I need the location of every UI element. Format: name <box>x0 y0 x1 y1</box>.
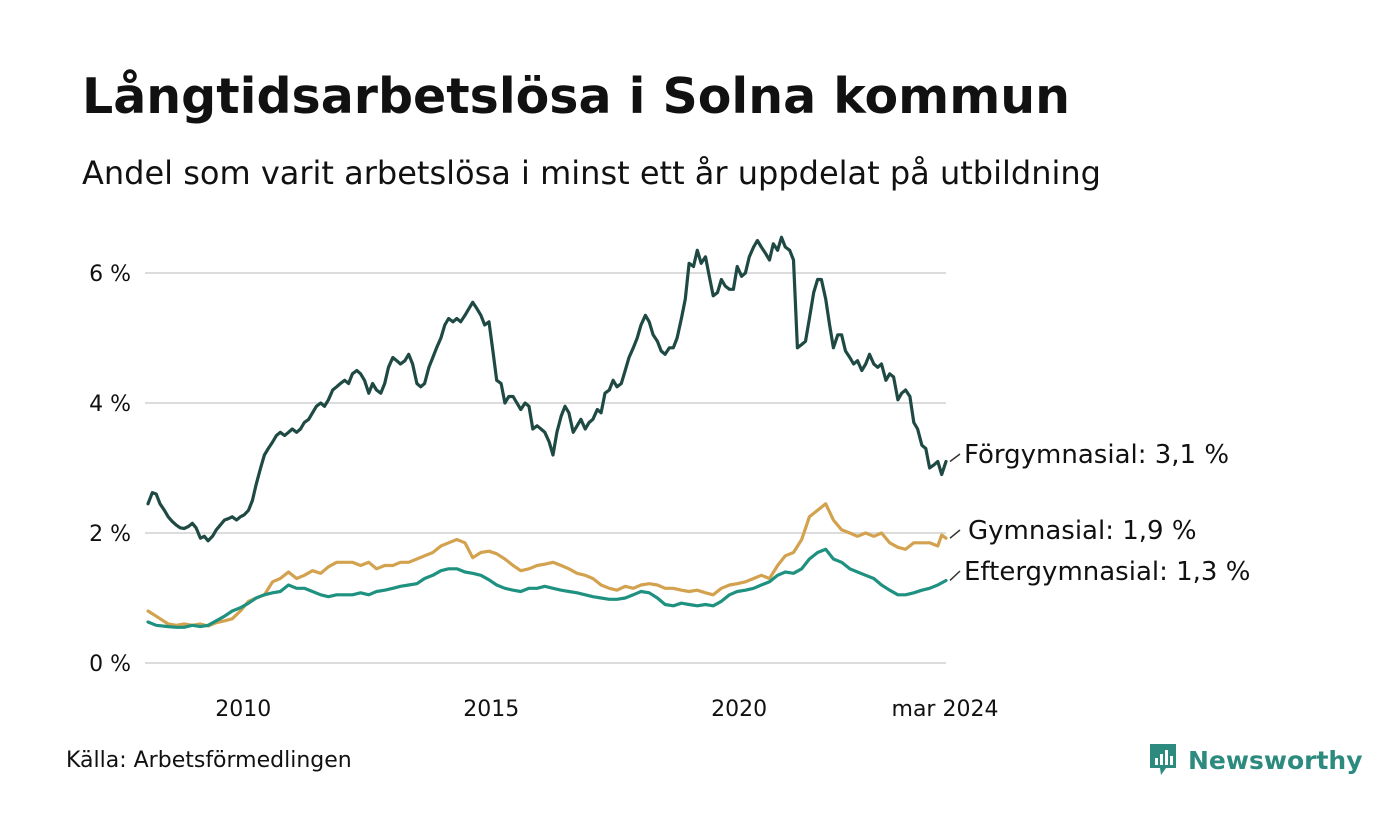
y-tick-label: 2 % <box>89 522 131 547</box>
brand-logo: Newsworthy <box>1148 742 1363 778</box>
label-connector <box>949 529 961 539</box>
series-line-gymnasial <box>146 502 948 628</box>
y-tick-label: 0 % <box>89 652 131 677</box>
end-label-forgymnasial: Förgymnasial: 3,1 % <box>964 440 1229 470</box>
series-end-labels: Gymnasial: 1,9 % Eftergymnasial: 1,3 % För… <box>949 440 1250 587</box>
x-tick-label: mar 2024 <box>892 697 999 722</box>
series-line-forgymnasial <box>146 235 948 543</box>
newsworthy-logo-icon <box>1150 744 1176 775</box>
end-label-gymnasial: Gymnasial: 1,9 % <box>968 516 1197 546</box>
y-tick-label: 4 % <box>89 392 131 417</box>
x-tick-label: 2020 <box>711 697 767 722</box>
x-tick-label: 2010 <box>215 697 271 722</box>
source-note: Källa: Arbetsförmedlingen <box>66 748 352 773</box>
y-axis-ticks: 0 % 2 % 4 % 6 % <box>89 262 131 677</box>
brand-name: Newsworthy <box>1188 745 1363 775</box>
label-connector <box>949 453 961 463</box>
gridlines <box>145 272 946 664</box>
y-tick-label: 6 % <box>89 262 131 287</box>
series-lines <box>146 235 948 629</box>
label-connector <box>949 570 961 581</box>
chart-subtitle: Andel som varit arbetslösa i minst ett å… <box>82 154 1101 192</box>
chart-title: Långtidsarbetslösa i Solna kommun <box>82 68 1071 125</box>
x-tick-label: 2015 <box>463 697 519 722</box>
end-label-eftergymnasial: Eftergymnasial: 1,3 % <box>964 557 1250 587</box>
x-axis-ticks: 2010 2015 2020 mar 2024 <box>215 697 998 722</box>
series-line-eftergymnasial <box>146 547 948 629</box>
